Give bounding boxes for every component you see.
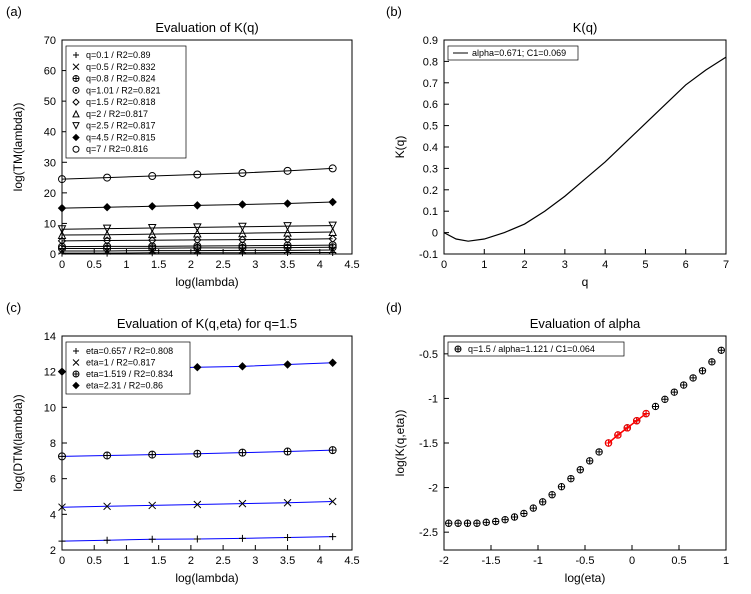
svg-text:q=4.5 / R2=0.815: q=4.5 / R2=0.815	[86, 132, 156, 142]
svg-text:-2.5: -2.5	[419, 527, 438, 539]
svg-text:3.5: 3.5	[280, 259, 295, 271]
svg-text:4: 4	[317, 259, 323, 271]
svg-text:Evaluation of alpha: Evaluation of alpha	[530, 316, 641, 331]
svg-text:10: 10	[44, 218, 56, 230]
svg-text:3: 3	[562, 259, 568, 271]
svg-text:1: 1	[123, 555, 129, 567]
svg-text:6: 6	[50, 474, 56, 486]
svg-text:3: 3	[252, 259, 258, 271]
svg-text:0: 0	[441, 259, 447, 271]
svg-text:-0.1: -0.1	[419, 249, 438, 261]
panel-label-a: (a)	[6, 4, 22, 19]
svg-text:K(q): K(q)	[393, 136, 407, 159]
svg-text:eta=2.31 / R2=0.86: eta=2.31 / R2=0.86	[86, 381, 163, 391]
panel-label-b: (b)	[386, 4, 402, 19]
svg-text:0: 0	[432, 228, 438, 240]
svg-text:4.5: 4.5	[344, 555, 359, 567]
svg-text:30: 30	[44, 157, 56, 169]
figure-svg: 00.511.522.533.544.5010203040506070Evalu…	[0, 0, 751, 594]
svg-text:2.5: 2.5	[215, 259, 230, 271]
svg-text:q=1.5 / alpha=1.121 / C1=0.064: q=1.5 / alpha=1.121 / C1=0.064	[468, 344, 595, 354]
svg-text:0.9: 0.9	[423, 35, 438, 47]
svg-text:1: 1	[123, 259, 129, 271]
svg-text:0.7: 0.7	[423, 78, 438, 90]
svg-text:-2: -2	[439, 555, 449, 567]
svg-text:log(lambda): log(lambda)	[175, 571, 238, 585]
svg-text:2: 2	[188, 259, 194, 271]
svg-text:q=7 / R2=0.816: q=7 / R2=0.816	[86, 144, 148, 154]
svg-text:q: q	[582, 275, 589, 289]
svg-text:40: 40	[44, 127, 56, 139]
svg-text:q=1.01 / R2=0.821: q=1.01 / R2=0.821	[86, 85, 161, 95]
svg-text:0.8: 0.8	[423, 56, 438, 68]
svg-text:0.5: 0.5	[87, 555, 102, 567]
svg-text:-1: -1	[428, 393, 438, 405]
svg-text:1.5: 1.5	[151, 259, 166, 271]
svg-text:8: 8	[50, 438, 56, 450]
svg-text:3: 3	[252, 555, 258, 567]
svg-text:4.5: 4.5	[344, 259, 359, 271]
svg-text:1: 1	[481, 259, 487, 271]
svg-text:-1: -1	[533, 555, 543, 567]
svg-text:0: 0	[50, 249, 56, 261]
svg-text:60: 60	[44, 66, 56, 78]
svg-text:2: 2	[188, 555, 194, 567]
svg-text:0.5: 0.5	[87, 259, 102, 271]
svg-text:log(lambda): log(lambda)	[175, 275, 238, 289]
svg-text:0.5: 0.5	[423, 121, 438, 133]
svg-text:4: 4	[50, 509, 56, 521]
svg-text:0.5: 0.5	[671, 555, 686, 567]
svg-text:0.3: 0.3	[423, 163, 438, 175]
svg-text:q=2 / R2=0.817: q=2 / R2=0.817	[86, 109, 148, 119]
svg-text:5: 5	[642, 259, 648, 271]
svg-text:0: 0	[629, 555, 635, 567]
svg-text:50: 50	[44, 96, 56, 108]
svg-text:2.5: 2.5	[215, 555, 230, 567]
svg-text:2: 2	[522, 259, 528, 271]
svg-text:q=0.8 / R2=0.824: q=0.8 / R2=0.824	[86, 74, 156, 84]
svg-text:70: 70	[44, 35, 56, 47]
svg-text:eta=1 / R2=0.817: eta=1 / R2=0.817	[86, 358, 156, 368]
svg-text:-1.5: -1.5	[482, 555, 501, 567]
svg-text:log(eta): log(eta)	[565, 571, 606, 585]
svg-text:Evaluation of K(q,eta) for q=1: Evaluation of K(q,eta) for q=1.5	[117, 316, 297, 331]
svg-text:log(TM(lambda)): log(TM(lambda))	[11, 103, 25, 192]
svg-text:Evaluation of K(q): Evaluation of K(q)	[155, 20, 258, 35]
svg-text:log(DTM(lambda)): log(DTM(lambda))	[11, 394, 25, 491]
svg-text:4: 4	[602, 259, 608, 271]
svg-text:q=1.5 / R2=0.818: q=1.5 / R2=0.818	[86, 97, 156, 107]
svg-text:0.6: 0.6	[423, 99, 438, 111]
svg-text:0.4: 0.4	[423, 142, 438, 154]
svg-text:6: 6	[683, 259, 689, 271]
svg-text:0: 0	[59, 259, 65, 271]
panel-label-c: (c)	[6, 300, 21, 315]
svg-text:eta=1.519 / R2=0.834: eta=1.519 / R2=0.834	[86, 369, 173, 379]
svg-text:1: 1	[723, 555, 729, 567]
panel-label-d: (d)	[386, 300, 402, 315]
svg-text:alpha=0.671; C1=0.069: alpha=0.671; C1=0.069	[472, 48, 566, 58]
svg-text:20: 20	[44, 188, 56, 200]
svg-text:-0.5: -0.5	[419, 349, 438, 361]
svg-text:eta=0.657 / R2=0.808: eta=0.657 / R2=0.808	[86, 346, 173, 356]
svg-text:0: 0	[59, 555, 65, 567]
svg-text:0.2: 0.2	[423, 185, 438, 197]
svg-text:3.5: 3.5	[280, 555, 295, 567]
svg-text:12: 12	[44, 367, 56, 379]
svg-text:-1.5: -1.5	[419, 438, 438, 450]
svg-text:-2: -2	[428, 483, 438, 495]
svg-text:q=2.5 / R2=0.817: q=2.5 / R2=0.817	[86, 121, 156, 131]
svg-text:2: 2	[50, 545, 56, 557]
svg-text:q=0.5 / R2=0.832: q=0.5 / R2=0.832	[86, 62, 156, 72]
svg-text:1.5: 1.5	[151, 555, 166, 567]
svg-text:10: 10	[44, 402, 56, 414]
svg-text:log(K(q,eta)): log(K(q,eta))	[393, 410, 407, 477]
svg-text:7: 7	[723, 259, 729, 271]
svg-text:q=0.1 / R2=0.89: q=0.1 / R2=0.89	[86, 50, 151, 60]
svg-text:0.1: 0.1	[423, 206, 438, 218]
svg-text:-0.5: -0.5	[576, 555, 595, 567]
svg-text:4: 4	[317, 555, 323, 567]
svg-text:K(q): K(q)	[573, 20, 598, 35]
svg-text:14: 14	[44, 331, 56, 343]
